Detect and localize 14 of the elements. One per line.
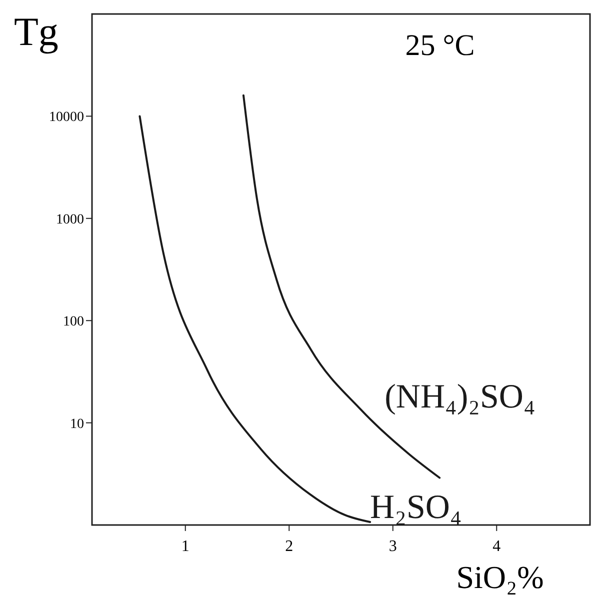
x-tick-label: 2	[285, 538, 294, 555]
x-tick-label: 3	[388, 538, 397, 555]
line-series	[138, 115, 372, 523]
x-axis-title: SiO₂%	[456, 559, 544, 595]
series-label: (NH₄)₂SO₄	[384, 378, 536, 416]
series-label: H₂SO₄	[370, 488, 462, 526]
text: 25 °C	[405, 29, 475, 62]
y-tick-label: 1000	[56, 212, 84, 228]
y-tick-label: 100	[63, 314, 84, 330]
x-tick-label: 4	[492, 538, 501, 555]
y-axis-title: Tg	[14, 9, 58, 54]
y-tick-label: 10000	[49, 110, 84, 126]
x-tick-label: 1	[181, 538, 190, 555]
y-tick-label: 10	[70, 416, 84, 432]
